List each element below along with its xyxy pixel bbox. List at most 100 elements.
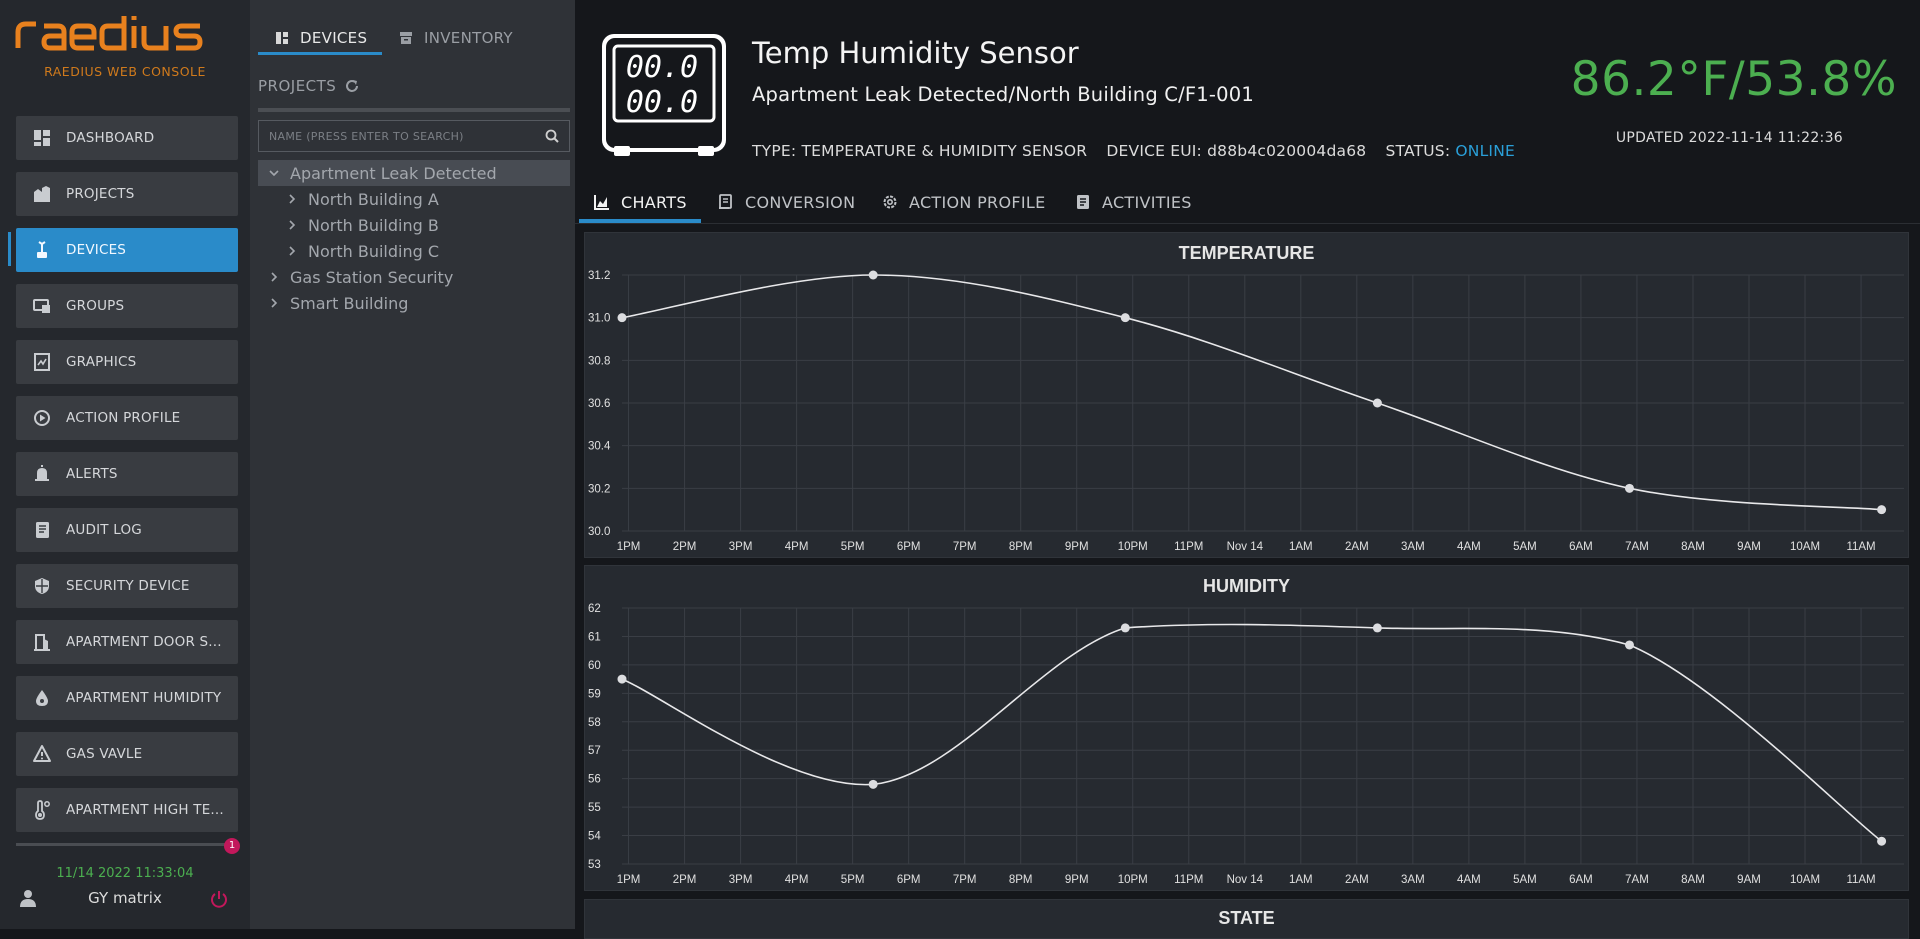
tree-node[interactable]: North Building A (258, 186, 570, 212)
chevron-right-icon[interactable] (284, 217, 300, 233)
tab-inventory-label: INVENTORY (424, 29, 513, 47)
y-tick-label: 30.4 (588, 441, 611, 453)
nav-item-label: APARTMENT HIGH TE... (66, 802, 224, 818)
tree-node[interactable]: Smart Building (258, 290, 570, 316)
nav-item-apartment-door-s[interactable]: APARTMENT DOOR S... (16, 620, 238, 664)
sensor-device-image: 00.0 00.0 (602, 34, 726, 156)
nav-item-graphics[interactable]: GRAPHICS (16, 340, 238, 384)
gear-icon (883, 195, 897, 209)
tab-devices[interactable]: DEVICES (274, 18, 367, 58)
power-icon[interactable] (209, 889, 229, 909)
nav-item-audit-log[interactable]: AUDIT LOG (16, 508, 238, 552)
activities-icon (1077, 195, 1089, 209)
chevron-down-icon[interactable] (266, 165, 282, 181)
x-tick-label: 11PM (1174, 874, 1203, 886)
refresh-icon[interactable] (344, 78, 360, 94)
logo-wordmark (15, 16, 203, 51)
temperature-chart-title: TEMPERATURE (1178, 243, 1315, 263)
nav-item-alerts[interactable]: ALERTS (16, 452, 238, 496)
search-button[interactable] (535, 121, 569, 151)
data-point[interactable] (868, 270, 878, 280)
x-tick-label: 7PM (953, 874, 977, 886)
chevron-right-icon[interactable] (266, 295, 282, 311)
data-point[interactable] (1877, 505, 1887, 515)
x-tick-label: 1AM (1289, 541, 1313, 553)
nav-item-gas-vavle[interactable]: GAS VAVLE (16, 732, 238, 776)
tree-node[interactable]: Apartment Leak Detected (258, 160, 570, 186)
x-tick-label: 9AM (1737, 541, 1761, 553)
tab-activities[interactable]: ACTIVITIES (1074, 182, 1192, 222)
x-tick-label: 4AM (1457, 874, 1481, 886)
user-icon[interactable] (18, 888, 38, 908)
chart-icon (594, 195, 609, 210)
x-tick-label: 5PM (841, 541, 865, 553)
data-point[interactable] (1372, 623, 1382, 633)
tree-node-label: North Building A (308, 189, 439, 209)
inventory-icon (400, 32, 412, 44)
nav-item-dashboard[interactable]: DASHBOARD (16, 116, 238, 160)
chevron-right-icon[interactable] (284, 191, 300, 207)
nav-item-devices[interactable]: DEVICES (16, 228, 238, 272)
data-point[interactable] (1877, 836, 1887, 846)
x-tick-label: 9PM (1065, 874, 1089, 886)
notification-badge[interactable]: 1 (224, 838, 240, 854)
x-tick-label: 6PM (897, 541, 921, 553)
chevron-right-icon[interactable] (284, 243, 300, 259)
humidity-chart-title: HUMIDITY (1203, 576, 1290, 596)
y-tick-label: 57 (588, 745, 601, 757)
x-tick-label: Nov 14 (1227, 874, 1264, 886)
devices-tab-icon (276, 32, 288, 44)
tab-conversion[interactable]: CONVERSION (717, 182, 855, 222)
nav-item-projects[interactable]: PROJECTS (16, 172, 238, 216)
data-point[interactable] (1624, 640, 1634, 650)
search-input[interactable] (259, 129, 535, 143)
tab-devices-label: DEVICES (300, 29, 368, 47)
x-tick-label: 4PM (785, 541, 809, 553)
tree-node[interactable]: North Building C (258, 238, 570, 264)
data-point[interactable] (617, 313, 627, 323)
search-box (258, 120, 570, 152)
warning-icon (33, 745, 51, 762)
x-tick-label: 2PM (673, 541, 697, 553)
nav-item-label: APARTMENT DOOR S... (66, 634, 222, 650)
shield-icon (35, 578, 49, 594)
nav-item-action-profile[interactable]: ACTION PROFILE (16, 396, 238, 440)
x-tick-label: 1PM (617, 541, 641, 553)
nav-item-label: APARTMENT HUMIDITY (66, 690, 222, 706)
y-tick-label: 53 (588, 859, 601, 871)
y-tick-label: 58 (588, 717, 601, 729)
y-tick-label: 61 (588, 631, 601, 643)
x-tick-label: 4PM (785, 874, 809, 886)
data-point[interactable] (1624, 483, 1634, 493)
data-point[interactable] (868, 779, 878, 789)
nav-scrollbar[interactable] (16, 843, 238, 846)
nav-item-apartment-humidity[interactable]: APARTMENT HUMIDITY (16, 676, 238, 720)
x-tick-label: 7PM (953, 541, 977, 553)
temperature-chart: 31.2 31.0 30.8 30.6 30.4 30.2 30.0 1PM 2PM 3PM 4PM… (584, 232, 1909, 558)
tab-action-profile[interactable]: ACTION PROFILE (881, 182, 1045, 222)
active-tab-underline (579, 219, 701, 223)
data-point[interactable] (1372, 398, 1382, 408)
current-reading: 86.2°F/53.8% (1570, 52, 1897, 107)
tab-inventory[interactable]: INVENTORY (398, 18, 513, 58)
x-tick-label: 9AM (1737, 874, 1761, 886)
tree-node[interactable]: Gas Station Security (258, 264, 570, 290)
projects-header: PROJECTS (258, 77, 360, 95)
data-point[interactable] (1120, 623, 1130, 633)
graphics-icon (34, 353, 50, 371)
nav-item-security-device[interactable]: SECURITY DEVICE (16, 564, 238, 608)
chevron-right-icon[interactable] (266, 269, 282, 285)
tab-charts[interactable]: CHARTS (593, 182, 687, 222)
action-profile-icon (34, 410, 50, 426)
x-tick-label: 6AM (1569, 874, 1593, 886)
nav-item-groups[interactable]: GROUPS (16, 284, 238, 328)
nav-item-label: AUDIT LOG (66, 522, 142, 538)
nav-item-apartment-high-te[interactable]: APARTMENT HIGH TE... (16, 788, 238, 832)
tree-node[interactable]: North Building B (258, 212, 570, 238)
data-point[interactable] (617, 674, 627, 684)
data-point[interactable] (1120, 313, 1130, 323)
x-tick-label: 7AM (1625, 541, 1649, 553)
eui-label: DEVICE EUI: (1106, 142, 1202, 160)
tab-underline (258, 52, 382, 55)
nav-item-label: PROJECTS (66, 186, 135, 202)
